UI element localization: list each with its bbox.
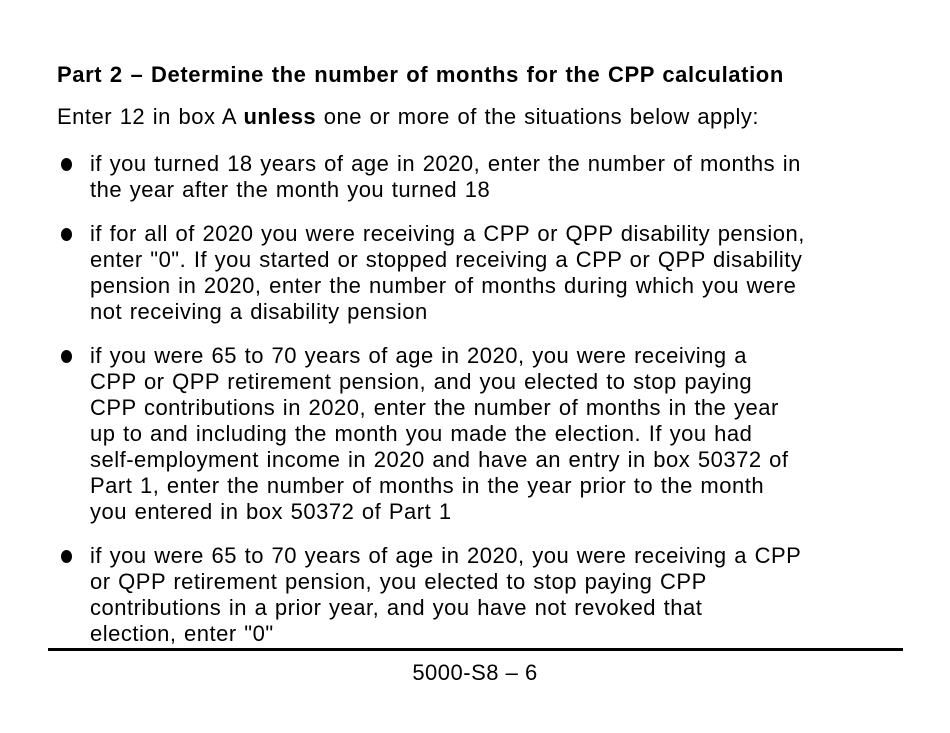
part2-heading: Part 2 – Determine the number of months …	[57, 62, 784, 87]
intro-paragraph: Enter 12 in box A unless one or more of …	[57, 104, 920, 130]
bullet-icon	[61, 228, 72, 241]
list-item-elected-stop-prior-year: if you were 65 to 70 years of age in 202…	[57, 543, 920, 647]
list-item-disability-pension: if for all of 2020 you were receiving a …	[57, 221, 920, 325]
intro-text-post: one or more of the situations below appl…	[316, 104, 760, 129]
intro-text-pre: Enter 12 in box A	[57, 104, 244, 129]
bullet-text: if you turned 18 years of age in 2020, e…	[90, 151, 801, 202]
bullet-icon	[61, 158, 72, 171]
list-item-elected-stop-2020: if you were 65 to 70 years of age in 202…	[57, 343, 920, 525]
list-item-turned-18: if you turned 18 years of age in 2020, e…	[57, 151, 920, 203]
bullet-text: if you were 65 to 70 years of age in 202…	[90, 343, 789, 524]
footer-divider	[48, 648, 903, 651]
bullet-icon	[61, 350, 72, 363]
bullet-text: if you were 65 to 70 years of age in 202…	[90, 543, 802, 646]
bullet-text: if for all of 2020 you were receiving a …	[90, 221, 805, 324]
page-number: 5000-S8 – 6	[412, 660, 538, 685]
bullet-icon	[61, 550, 72, 563]
intro-unless-bold: unless	[243, 104, 317, 129]
situation-list: if you turned 18 years of age in 2020, e…	[57, 151, 920, 647]
